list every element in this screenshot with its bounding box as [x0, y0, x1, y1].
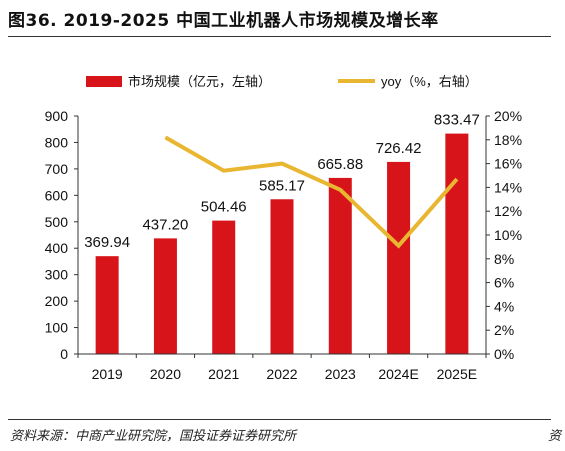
- legend-swatch-market-size: [86, 76, 122, 87]
- bar-value-label: 369.94: [84, 234, 130, 251]
- right-axis: 0% 2% 4% 6% 8% 10% 12% 14% 16% 18% 20%: [485, 108, 522, 362]
- right-tick-label: 6%: [494, 275, 514, 291]
- bar-value-label: 585.17: [259, 177, 305, 194]
- x-axis: 2019 2020 2021 2022 2023 2024E 2025E: [77, 353, 487, 382]
- bar: [153, 238, 177, 354]
- x-tick-label: 2021: [208, 366, 239, 382]
- left-tick-label: 700: [45, 161, 69, 177]
- corner-mark: 资: [548, 429, 562, 444]
- left-tick-label: 800: [45, 134, 69, 150]
- source-note: 资料来源：中商产业研究院，国投证券证券研究所: [10, 429, 297, 444]
- bar-labels: 369.94 437.20 504.46 585.17 665.88 726.42 833.…: [84, 112, 480, 252]
- bar: [212, 220, 236, 354]
- left-tick-label: 100: [45, 320, 69, 336]
- x-tick-label: 2022: [266, 366, 297, 382]
- right-tick-label: 4%: [494, 298, 514, 314]
- right-tick-label: 8%: [494, 251, 514, 267]
- right-tick-label: 18%: [494, 132, 522, 148]
- right-tick-label: 10%: [494, 227, 522, 243]
- x-tick-label: 2024E: [378, 366, 418, 382]
- bar: [270, 199, 294, 354]
- left-axis: 0 100 200 300 400 500 600 700 800 900: [45, 108, 79, 362]
- right-tick-label: 12%: [494, 203, 522, 219]
- left-tick-label: 400: [45, 240, 69, 256]
- bar-value-label: 665.88: [317, 156, 363, 173]
- left-tick-label: 600: [45, 187, 69, 203]
- bar: [328, 177, 352, 354]
- x-tick-label: 2020: [150, 366, 181, 382]
- bar-value-label: 504.46: [201, 199, 247, 216]
- right-tick-label: 2%: [494, 322, 514, 338]
- right-tick-label: 14%: [494, 179, 522, 195]
- x-tick-label: 2019: [92, 366, 123, 382]
- figure-title: 图36. 2019-2025 中国工业机器人市场规模及增长率: [8, 11, 439, 31]
- bar-series: [95, 133, 469, 354]
- bar: [445, 133, 469, 354]
- source-divider: [8, 419, 551, 420]
- bar-value-label: 437.20: [142, 216, 188, 233]
- right-tick-label: 0%: [494, 346, 514, 362]
- bar: [95, 256, 119, 354]
- x-tick-label: 2025E: [437, 366, 477, 382]
- left-tick-label: 200: [45, 293, 69, 309]
- title-divider: [8, 36, 551, 37]
- left-tick-label: 300: [45, 267, 69, 283]
- bar-value-label: 833.47: [434, 112, 480, 129]
- left-tick-label: 900: [45, 108, 69, 124]
- legend-label-yoy: yoy（%，右轴）: [381, 74, 478, 89]
- line-series: [164, 135, 459, 249]
- left-tick-label: 0: [60, 346, 68, 362]
- yoy-line: [164, 135, 459, 249]
- left-tick-label: 500: [45, 214, 69, 230]
- legend-label-market-size: 市场规模（亿元，左轴）: [128, 74, 271, 89]
- bar: [387, 161, 411, 354]
- bar-value-label: 726.42: [376, 140, 422, 157]
- legend: 市场规模（亿元，左轴） yoy（%，右轴）: [86, 74, 478, 89]
- x-tick-label: 2023: [325, 366, 356, 382]
- right-tick-label: 20%: [494, 108, 522, 124]
- right-tick-label: 16%: [494, 156, 522, 172]
